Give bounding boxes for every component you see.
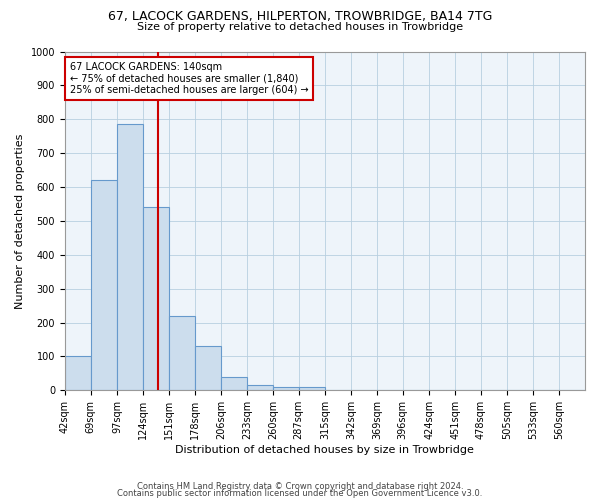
Text: 67 LACOCK GARDENS: 140sqm
← 75% of detached houses are smaller (1,840)
25% of se: 67 LACOCK GARDENS: 140sqm ← 75% of detac… bbox=[70, 62, 308, 95]
Text: Size of property relative to detached houses in Trowbridge: Size of property relative to detached ho… bbox=[137, 22, 463, 32]
Bar bbox=[143, 208, 169, 390]
Text: Contains public sector information licensed under the Open Government Licence v3: Contains public sector information licen… bbox=[118, 489, 482, 498]
X-axis label: Distribution of detached houses by size in Trowbridge: Distribution of detached houses by size … bbox=[175, 445, 475, 455]
Bar bbox=[221, 377, 247, 390]
Bar bbox=[273, 387, 299, 390]
Bar bbox=[65, 356, 91, 390]
Text: Contains HM Land Registry data © Crown copyright and database right 2024.: Contains HM Land Registry data © Crown c… bbox=[137, 482, 463, 491]
Bar bbox=[247, 386, 273, 390]
Bar bbox=[91, 180, 117, 390]
Y-axis label: Number of detached properties: Number of detached properties bbox=[15, 133, 25, 308]
Bar bbox=[169, 316, 194, 390]
Bar bbox=[194, 346, 221, 391]
Bar bbox=[299, 387, 325, 390]
Bar bbox=[117, 124, 143, 390]
Text: 67, LACOCK GARDENS, HILPERTON, TROWBRIDGE, BA14 7TG: 67, LACOCK GARDENS, HILPERTON, TROWBRIDG… bbox=[108, 10, 492, 23]
